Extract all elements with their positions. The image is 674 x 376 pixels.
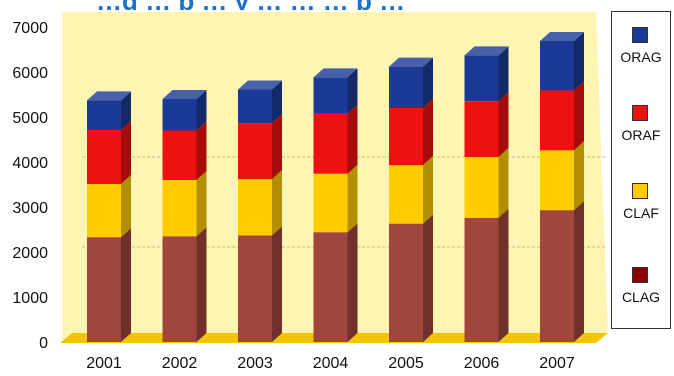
legend-label-claf: CLAF [623, 205, 659, 221]
bar-claf-2006 [464, 157, 499, 218]
y-tick-label-7000: 7000 [12, 20, 48, 37]
bar-side-claf-2007 [574, 141, 584, 211]
x-tick-label-2002: 2002 [162, 355, 198, 372]
bar-side-clag-2001 [121, 228, 131, 342]
bar-orag-2007 [540, 40, 574, 91]
bar-side-claf-2001 [121, 175, 131, 238]
bar-side-clag-2002 [196, 227, 207, 342]
bar-side-orag-2004 [347, 68, 358, 114]
bar-top-2002 [162, 90, 207, 99]
bar-top-2003 [238, 80, 282, 90]
bar-side-orag-2001 [121, 91, 131, 131]
bar-side-clag-2007 [574, 201, 584, 342]
bar-top-2007 [540, 31, 584, 41]
bar-claf-2003 [238, 179, 272, 236]
x-tick-label-2006: 2006 [464, 355, 500, 372]
bar-side-claf-2005 [423, 156, 433, 224]
bar-claf-2005 [389, 165, 423, 224]
bar-orag-2002 [162, 99, 197, 131]
bar-side-claf-2004 [347, 164, 358, 233]
bar-side-oraf-2005 [423, 99, 433, 166]
bar-oraf-2004 [313, 113, 348, 174]
bar-top-2005 [389, 57, 433, 67]
bar-side-orag-2007 [574, 31, 584, 91]
bar-orag-2004 [313, 77, 348, 114]
legend-label-clag: CLAG [621, 289, 661, 305]
bar-clag-2004 [313, 232, 348, 342]
y-tick-label-4000: 4000 [12, 155, 48, 172]
bar-top-2004 [313, 68, 358, 78]
x-tick-label-2003: 2003 [237, 355, 273, 372]
bar-clag-2005 [389, 223, 423, 342]
bar-clag-2007 [540, 210, 574, 342]
y-tick-label-3000: 3000 [12, 200, 48, 217]
y-tick-label-5000: 5000 [12, 110, 48, 127]
legend-swatch-oraf [632, 105, 648, 121]
bar-side-orag-2005 [423, 57, 433, 108]
bar-orag-2006 [464, 55, 499, 102]
legend-item-orag: ORAG [612, 27, 670, 73]
bar-clag-2006 [464, 217, 499, 342]
bar-side-oraf-2007 [574, 81, 584, 151]
bar-side-orag-2006 [498, 46, 509, 102]
bar-side-clag-2003 [272, 226, 282, 342]
y-tick-label-6000: 6000 [12, 65, 48, 82]
bar-side-oraf-2006 [498, 92, 509, 158]
bar-clag-2003 [238, 235, 272, 342]
bar-orag-2001 [87, 100, 121, 131]
bar-side-orag-2003 [272, 80, 282, 124]
bar-oraf-2003 [238, 123, 272, 180]
bar-orag-2003 [238, 89, 272, 124]
bar-side-orag-2002 [196, 90, 207, 131]
bar-side-oraf-2001 [121, 121, 131, 185]
x-tick-label-2001: 2001 [86, 355, 122, 372]
legend-item-clag: CLAG [612, 267, 670, 313]
legend-swatch-claf [632, 183, 648, 199]
bar-claf-2004 [313, 173, 348, 233]
bar-claf-2002 [162, 180, 197, 237]
bar-clag-2002 [162, 236, 197, 342]
bar-side-claf-2003 [272, 170, 282, 236]
bar-side-clag-2004 [347, 223, 358, 342]
bar-oraf-2005 [389, 108, 423, 166]
y-tick-label-0: 0 [39, 335, 48, 352]
bar-side-clag-2006 [498, 208, 509, 342]
bar-claf-2001 [87, 184, 121, 238]
x-tick-label-2007: 2007 [539, 355, 575, 372]
legend-item-claf: CLAF [612, 183, 670, 229]
bar-top-2006 [464, 46, 509, 56]
x-tick-label-2005: 2005 [388, 355, 424, 372]
bar-side-clag-2005 [423, 214, 433, 342]
bar-oraf-2002 [162, 130, 197, 180]
legend-label-oraf: ORAF [621, 127, 661, 143]
bar-top-2001 [87, 91, 131, 101]
bar-oraf-2007 [540, 90, 574, 151]
bar-clag-2001 [87, 237, 121, 342]
chart-title: …g … p … y … … … p … [0, 0, 674, 10]
y-tick-label-2000: 2000 [12, 245, 48, 262]
bar-side-oraf-2002 [196, 121, 207, 180]
legend-swatch-orag [632, 27, 648, 43]
bar-oraf-2006 [464, 101, 499, 158]
bar-orag-2005 [389, 66, 423, 108]
y-tick-label-1000: 1000 [12, 290, 48, 307]
bar-claf-2007 [540, 150, 574, 211]
legend-swatch-clag [632, 267, 648, 283]
chart-legend: ORAG ORAF CLAF CLAG [611, 11, 671, 329]
bar-side-claf-2006 [498, 148, 509, 218]
bar-side-claf-2002 [196, 171, 207, 237]
bar-side-oraf-2004 [347, 104, 358, 174]
legend-item-oraf: ORAF [612, 105, 670, 151]
x-tick-label-2004: 2004 [313, 355, 349, 372]
bar-side-oraf-2003 [272, 114, 282, 180]
legend-label-orag: ORAG [620, 49, 662, 65]
chart-title-text: …g … p … y … … … p … [96, 0, 405, 10]
bar-oraf-2001 [87, 130, 121, 185]
